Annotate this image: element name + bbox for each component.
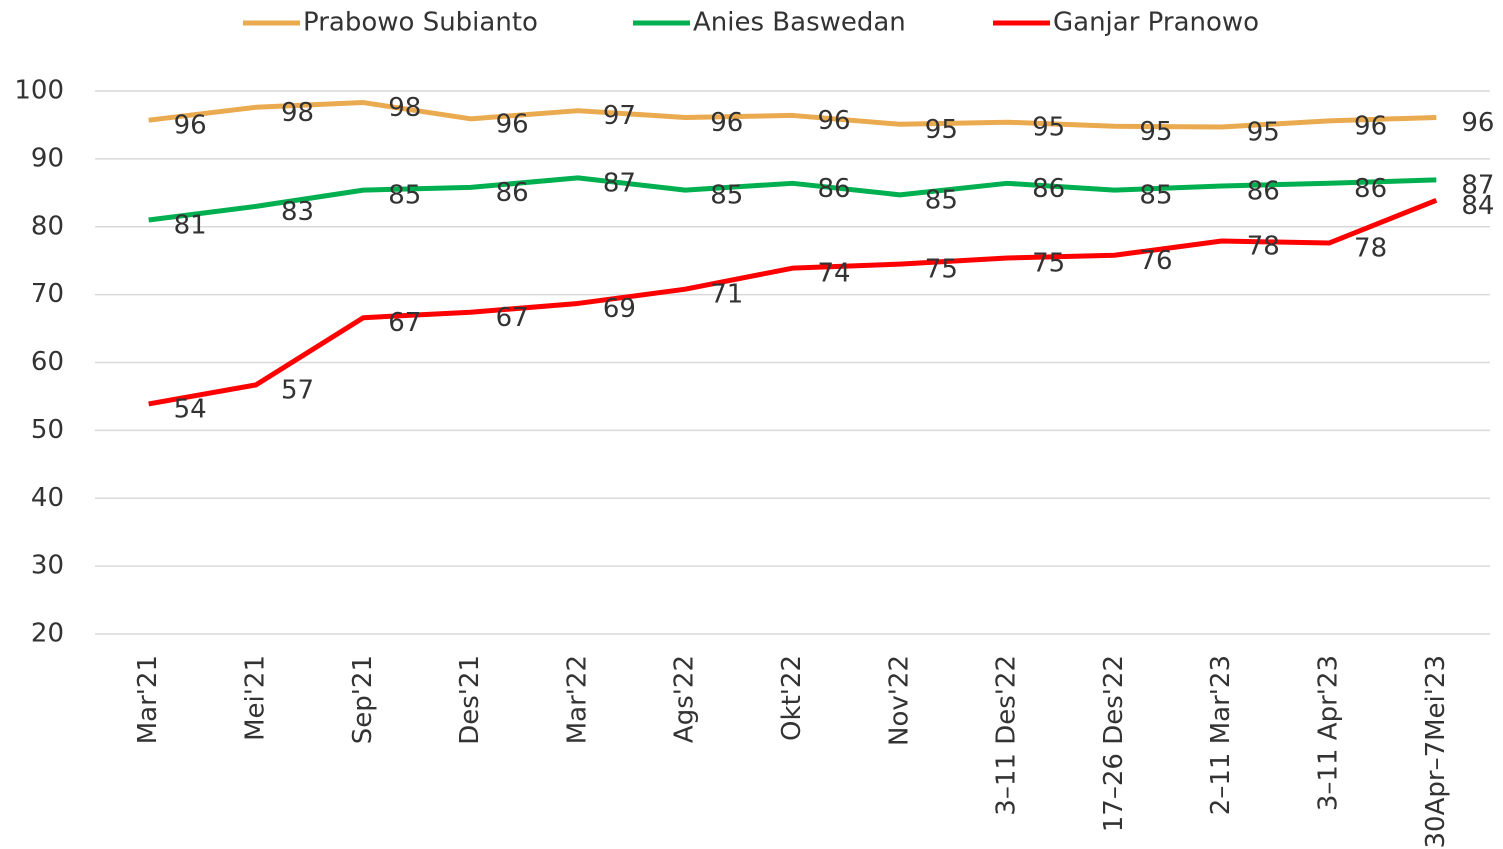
data-label: 86 (1247, 177, 1280, 207)
x-tick-label: 30Apr–7Mei'23 (1421, 655, 1451, 849)
x-tick-label: Okt'22 (777, 655, 807, 741)
x-tick-label: 2–11 Mar'23 (1206, 655, 1236, 815)
data-label: 85 (1139, 181, 1172, 211)
data-label: 95 (925, 115, 958, 145)
data-label: 96 (174, 111, 207, 141)
data-label: 69 (603, 294, 636, 324)
series-line (148, 100, 1437, 130)
x-tick-label: Nov'22 (884, 655, 914, 746)
x-tick-label: Mar'21 (133, 655, 163, 744)
data-label: 95 (1247, 117, 1280, 147)
y-tick-label: 90 (31, 143, 64, 173)
data-label: 97 (603, 101, 636, 131)
data-label: 95 (1032, 113, 1065, 143)
y-tick-label: 30 (31, 551, 64, 581)
data-label: 86 (818, 174, 851, 204)
y-tick-label: 40 (31, 483, 64, 513)
data-label: 98 (388, 93, 421, 123)
data-label: 85 (388, 181, 421, 211)
data-label: 74 (818, 259, 851, 289)
data-label: 81 (174, 210, 207, 240)
data-label: 85 (925, 185, 958, 215)
data-label: 87 (1461, 170, 1494, 200)
data-label: 96 (818, 106, 851, 136)
y-tick-label: 20 (31, 619, 64, 649)
y-tick-label: 100 (14, 76, 64, 106)
data-label: 67 (496, 303, 529, 333)
x-tick-label: Sep'21 (348, 655, 378, 744)
series-line (148, 175, 1437, 223)
y-tick-label: 70 (31, 279, 64, 309)
data-label: 86 (1032, 174, 1065, 204)
data-label: 57 (281, 375, 314, 405)
data-label: 76 (1139, 246, 1172, 276)
data-label: 86 (496, 178, 529, 208)
data-label: 75 (1032, 248, 1065, 278)
y-tick-label: 50 (31, 415, 64, 445)
data-label: 71 (710, 280, 743, 310)
y-tick-label: 80 (31, 211, 64, 241)
data-label: 96 (496, 109, 529, 139)
data-label: 75 (925, 255, 958, 285)
x-tick-label: 3–11 Apr'23 (1314, 655, 1344, 811)
data-label: 67 (388, 308, 421, 338)
data-label: 95 (1139, 117, 1172, 147)
data-label: 85 (710, 181, 743, 211)
x-tick-label: Des'21 (455, 655, 485, 745)
legend-label: Prabowo Subianto (303, 8, 538, 38)
legend-label: Ganjar Pranowo (1053, 8, 1259, 38)
series-line (148, 197, 1438, 407)
data-label: 96 (710, 108, 743, 138)
y-tick-label: 60 (31, 347, 64, 377)
data-label: 78 (1354, 234, 1387, 264)
x-tick-label: Mar'22 (562, 655, 592, 744)
data-label: 84 (1461, 191, 1494, 221)
x-tick-label: Mei'21 (240, 655, 270, 741)
x-tick-label: Ags'22 (670, 655, 700, 743)
x-tick-label: 17–26 Des'22 (1099, 655, 1129, 832)
legend-label: Anies Baswedan (693, 8, 906, 38)
data-label: 96 (1461, 108, 1494, 138)
data-label: 98 (281, 98, 314, 128)
data-label: 86 (1354, 174, 1387, 204)
data-label: 83 (281, 197, 314, 227)
data-label: 87 (603, 168, 636, 198)
data-label: 78 (1247, 232, 1280, 262)
x-tick-label: 3–11 Des'22 (992, 655, 1022, 816)
data-label: 96 (1354, 111, 1387, 141)
data-label: 54 (174, 394, 207, 424)
